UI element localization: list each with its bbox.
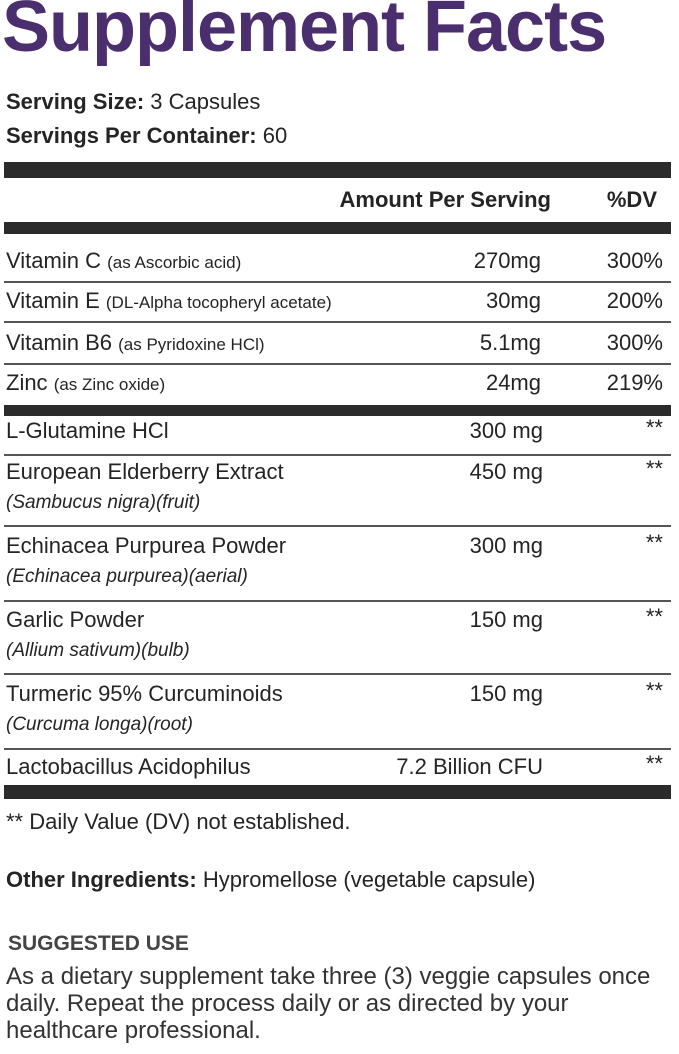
divider-thick (4, 405, 671, 416)
divider-thick (4, 222, 671, 234)
other-ingredients: Other Ingredients: Hypromellose (vegetab… (6, 867, 536, 892)
ingredient-amount: 300 mg (469, 418, 543, 443)
servings-per-container: Servings Per Container: 60 (6, 123, 288, 148)
ingredient-source: (Sambucus nigra)(fruit) (6, 492, 201, 513)
divider-thin (4, 525, 671, 527)
serving-size: Serving Size: 3 Capsules (6, 89, 261, 114)
ingredient-dv: ** (645, 678, 663, 703)
nutrient-amount: 30mg (485, 288, 541, 313)
header-amount: Amount Per Serving (339, 187, 551, 212)
ingredient-source: (Curcuma longa)(root) (6, 714, 193, 735)
nutrient-amount: 270mg (473, 248, 541, 273)
ingredient-name: L-Glutamine HCl (6, 418, 169, 443)
page-title: Supplement Facts (2, 0, 607, 67)
ingredient-name: Garlic Powder (6, 607, 145, 632)
divider-thin (4, 281, 671, 283)
ingredient-amount: 150 mg (469, 607, 543, 632)
nutrient-name: Zinc (as Zinc oxide) (6, 370, 166, 395)
suggested-use-heading: SUGGESTED USE (8, 932, 189, 955)
header-dv: %DV (606, 187, 657, 212)
nutrient-name: Vitamin C (as Ascorbic acid) (6, 248, 242, 273)
ingredient-source: (Echinacea purpurea)(aerial) (6, 566, 248, 587)
divider-thick (4, 785, 671, 799)
divider-thick (4, 162, 671, 178)
ingredient-dv: ** (645, 415, 663, 440)
divider-thin (4, 673, 671, 675)
ingredient-dv: ** (645, 530, 663, 555)
nutrient-name: Vitamin E (DL-Alpha tocopheryl acetate) (6, 288, 332, 313)
ingredient-name: Lactobacillus Acidophilus (6, 754, 251, 779)
nutrient-amount: 5.1mg (479, 330, 541, 355)
nutrient-name: Vitamin B6 (as Pyridoxine HCl) (6, 330, 265, 355)
ingredient-name: Turmeric 95% Curcuminoids (6, 681, 283, 706)
ingredient-amount: 150 mg (469, 681, 543, 706)
ingredient-dv: ** (645, 751, 663, 776)
nutrient-dv: 219% (606, 370, 663, 395)
ingredient-amount: 7.2 Billion CFU (396, 754, 543, 779)
nutrient-dv: 200% (606, 288, 663, 313)
ingredient-name: European Elderberry Extract (6, 459, 284, 484)
ingredient-dv: ** (645, 456, 663, 481)
ingredient-amount: 300 mg (469, 533, 543, 558)
nutrient-dv: 300% (606, 248, 663, 273)
divider-thin (4, 321, 671, 323)
suggested-use-text: As a dietary supplement take three (3) v… (6, 963, 651, 1044)
ingredient-name: Echinacea Purpurea Powder (6, 533, 287, 558)
divider-thin (4, 600, 671, 602)
nutrient-dv: 300% (606, 330, 663, 355)
ingredient-amount: 450 mg (469, 459, 543, 484)
divider-thin (4, 748, 671, 750)
divider-thin (4, 363, 671, 365)
divider-thin (4, 454, 671, 456)
ingredient-dv: ** (645, 604, 663, 629)
footnote: ** Daily Value (DV) not established. (6, 809, 351, 834)
nutrient-amount: 24mg (485, 370, 541, 395)
ingredient-source: (Allium sativum)(bulb) (6, 640, 190, 661)
